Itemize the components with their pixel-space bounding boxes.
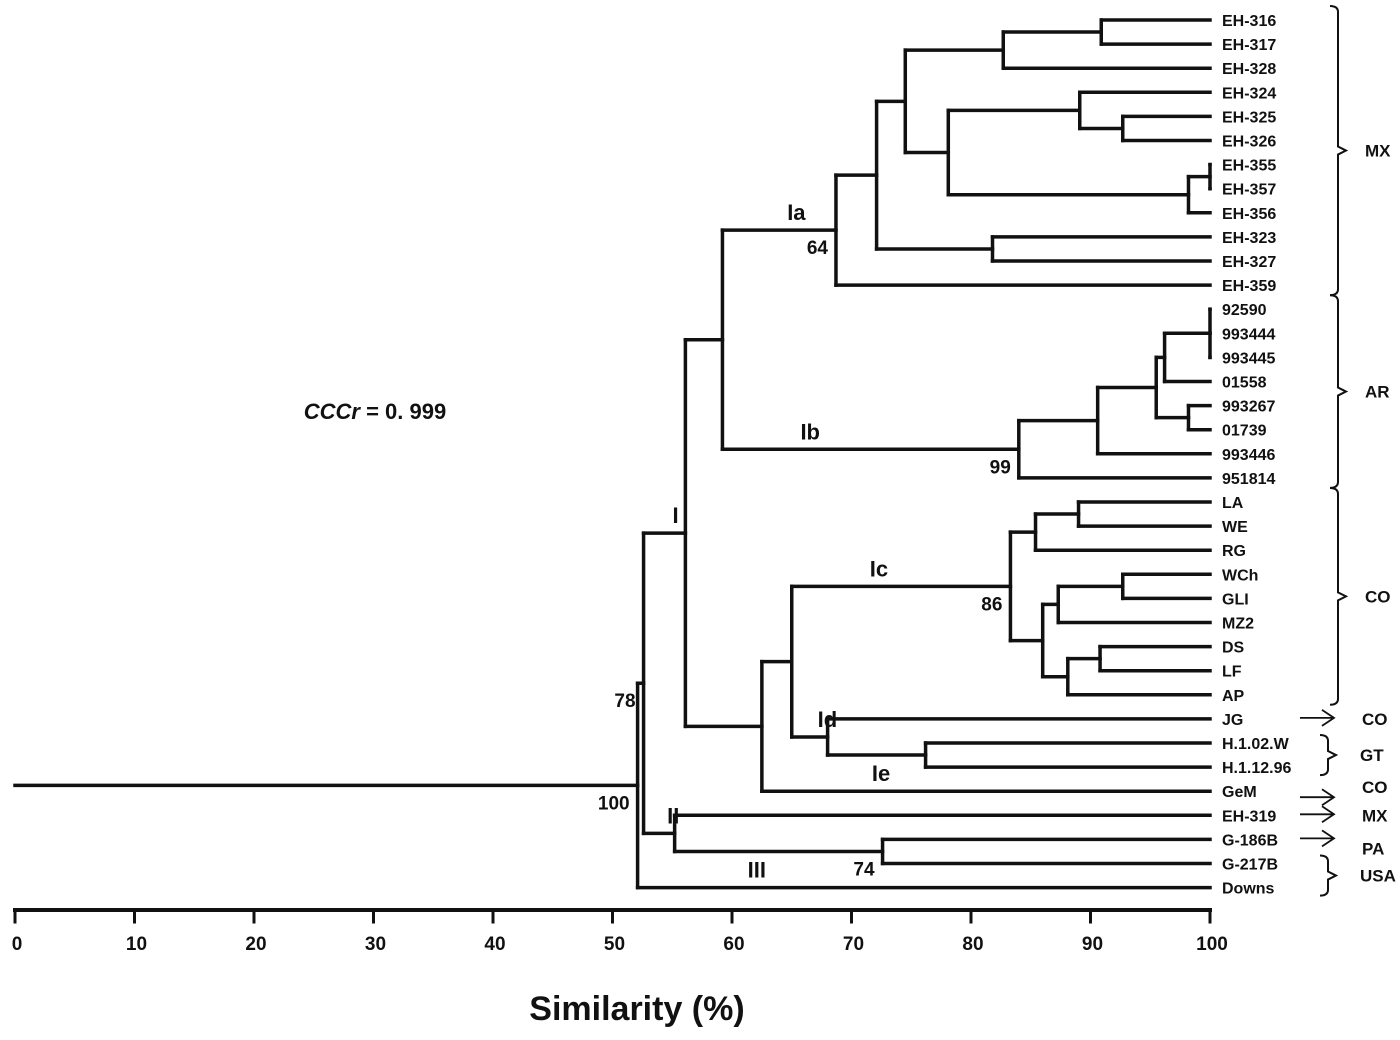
leaf-label: EH-325 (1222, 109, 1276, 126)
leaf-label: 993267 (1222, 399, 1275, 416)
arrow-icon (1300, 788, 1336, 806)
group-label-USA: USA (1360, 867, 1396, 886)
tick-label: 50 (604, 934, 625, 955)
leaf-label: EH-356 (1222, 206, 1276, 223)
group-bracket (1329, 487, 1349, 706)
tick-label: 60 (723, 934, 744, 955)
group-label-AR: AR (1365, 383, 1390, 402)
group-bracket (1319, 854, 1339, 897)
leaf-label: LF (1222, 664, 1242, 681)
leaf-label: EH-326 (1222, 134, 1276, 151)
leaf-label: 993444 (1222, 326, 1275, 343)
leaf-label: 92590 (1222, 302, 1267, 319)
tick-label: 70 (843, 934, 864, 955)
cluster-label-I: I (672, 503, 678, 528)
group-label-MX: MX (1362, 806, 1388, 825)
cluster-label-II: II (667, 803, 679, 828)
x-axis: 0 10 20 30 40 50 60 70 80 90 100 (12, 908, 1228, 955)
leaf-label: WCh (1222, 567, 1258, 584)
leaf-label: MZ2 (1222, 616, 1254, 633)
support-value: 74 (853, 859, 875, 880)
support-value: 64 (807, 238, 829, 259)
leaf-label: G-186B (1222, 832, 1278, 849)
tick-label: 40 (484, 934, 505, 955)
leaf-label: EH-317 (1222, 37, 1276, 54)
leaf-label: EH-355 (1222, 158, 1276, 175)
group-label-CO: CO (1365, 587, 1391, 606)
leaf-label: DS (1222, 640, 1245, 657)
leaf-labels: EH-316 EH-317 EH-328 EH-324 EH-325 EH-326 EH-3… (1222, 13, 1291, 898)
leaf-label: EH-323 (1222, 230, 1276, 247)
branches (13, 18, 1212, 890)
leaf-label: WE (1222, 519, 1248, 536)
arrow-icon (1300, 805, 1336, 824)
leaf-label: AP (1222, 688, 1245, 705)
support-value: 100 (598, 793, 630, 814)
leaf-label: Downs (1222, 881, 1275, 898)
leaf-label: H.1.02.W (1222, 736, 1290, 753)
tick-label: 20 (245, 934, 266, 955)
leaf-label: GeM (1222, 784, 1257, 801)
tick-label: 100 (1196, 934, 1228, 955)
leaf-label: 993445 (1222, 350, 1275, 367)
group-label-PA: PA (1362, 839, 1384, 858)
tick-label: 80 (962, 934, 983, 955)
cluster-label-Ic: Ic (870, 556, 888, 581)
tick-label: 90 (1082, 934, 1103, 955)
group-bracket (1329, 294, 1349, 489)
cluster-label-Ie: Ie (872, 761, 890, 786)
leaf-label: LA (1222, 495, 1244, 512)
cluster-label-Ia: Ia (787, 200, 806, 225)
leaf-label: 01558 (1222, 375, 1267, 392)
leaf-label: EH-327 (1222, 254, 1276, 271)
support-value: 78 (614, 691, 635, 712)
origin-groups: MX AR CO CO GT CO MX PA USA (1300, 5, 1396, 897)
leaf-label: GLI (1222, 591, 1249, 608)
group-label-GT: GT (1360, 746, 1384, 765)
group-bracket (1329, 5, 1349, 297)
cophenetic-correlation: CCCr = 0. 999 (304, 399, 446, 424)
tick-label: 0 (12, 934, 23, 955)
leaf-label: EH-359 (1222, 278, 1276, 295)
arrow-icon (1300, 709, 1336, 727)
cluster-label-III: III (748, 858, 766, 883)
ccc-value: = 0. 999 (360, 399, 446, 424)
leaf-label: 951814 (1222, 471, 1275, 488)
leaf-label: EH-324 (1222, 85, 1276, 102)
leaf-label: G-217B (1222, 857, 1278, 874)
leaf-label: 01739 (1222, 423, 1267, 440)
group-bracket (1319, 734, 1339, 777)
leaf-label: EH-319 (1222, 808, 1276, 825)
support-value: 86 (981, 594, 1002, 615)
support-value: 99 (990, 457, 1011, 478)
leaf-label: JG (1222, 712, 1243, 729)
leaf-label: EH-316 (1222, 13, 1276, 30)
x-axis-title: Similarity (%) (529, 990, 744, 1028)
tick-label: 10 (126, 934, 147, 955)
ccc-symbol: CCCr (304, 399, 362, 424)
leaf-label: H.1.12.96 (1222, 760, 1291, 777)
leaf-label: RG (1222, 543, 1246, 560)
leaf-label: EH-357 (1222, 182, 1276, 199)
group-label-MX: MX (1365, 142, 1391, 161)
group-label-CO: CO (1362, 778, 1388, 797)
tick-label: 30 (365, 934, 386, 955)
leaf-label: EH-328 (1222, 61, 1276, 78)
cluster-label-Id: Id (818, 707, 838, 732)
arrow-icon (1300, 829, 1336, 848)
group-label-CO: CO (1362, 710, 1388, 729)
cluster-label-Ib: Ib (800, 419, 820, 444)
leaf-label: 993446 (1222, 447, 1275, 464)
